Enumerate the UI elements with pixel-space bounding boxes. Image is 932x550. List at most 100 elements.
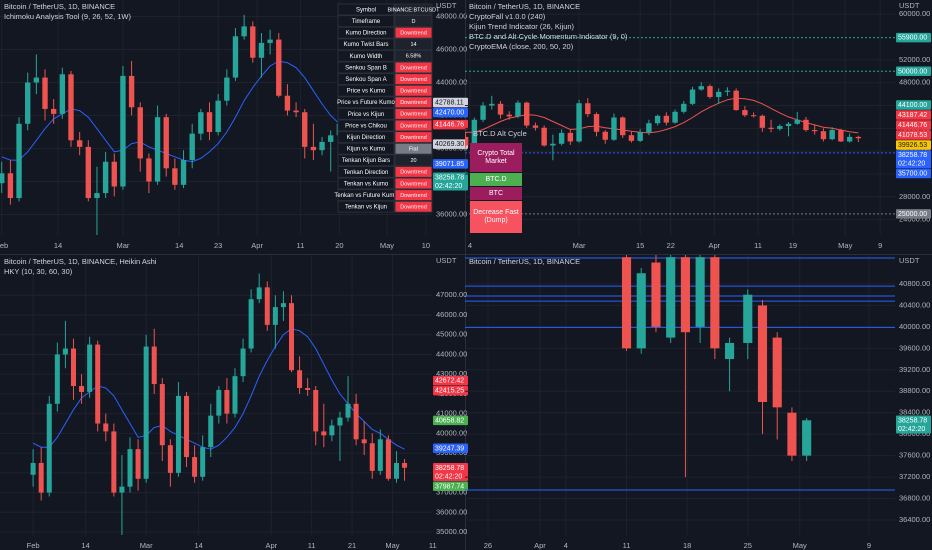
x-tick-label: Apr [265,541,277,550]
y-tick-label: 24000.00 [899,215,930,224]
table-value: Downtrend [400,123,427,129]
candle-body [42,77,48,109]
table-value-cell [394,61,433,74]
table-value-cell [394,142,433,155]
price-tag: 39071.85 [433,159,468,169]
candle-body [523,102,530,126]
table-value-cell [394,96,433,109]
price-tag-bg [433,375,468,386]
candle-body [25,82,31,124]
table-value: Downtrend [400,204,427,210]
candle-body [276,39,282,96]
table-value: 20 [410,158,416,164]
x-tick-label: 11 [754,241,762,250]
countdown: 02:42:20 [435,183,462,190]
table-value-cell [394,73,433,86]
price-tag-bg [896,100,931,110]
countdown: 02:42:20 [898,426,925,433]
table-label-cell [337,107,395,120]
candle-body [305,387,311,390]
table-value-cell [394,15,433,28]
candle-body [62,348,68,355]
price-tag-bg [896,66,931,77]
table-value: 14 [410,42,416,48]
candle-body [30,462,36,475]
candle-body [353,403,359,440]
y-tick-label: 38000.00 [899,429,930,438]
price-tag: 55900.00 [896,32,931,43]
candle-body [838,130,844,142]
y-tick-label: 35000.00 [436,527,467,536]
x-tick-label: Apr [709,241,721,250]
cycle-box-text: BTC.D [485,175,507,183]
price-tag-bg [433,97,468,108]
price-tag-bg [896,130,931,140]
candle-body [337,417,343,426]
table-label-cell [337,26,395,39]
price-tag-label: 41078.53 [898,132,927,139]
price-tag-bg [896,168,931,179]
candle-body [550,143,556,146]
panel-title: CryptoEMA (close, 200, 50, 20) [469,42,574,51]
candle-body [264,287,270,325]
x-tick-label: 18 [683,541,691,550]
candle-body [602,131,608,140]
candle-body [146,158,152,182]
price-tag-bg [433,159,468,169]
table-label: Symbol [356,7,376,13]
y-tick-label: 60000.00 [899,9,930,18]
y-tick-label: 47000.00 [436,290,467,299]
price-tag-label: 41446.76 [435,122,464,129]
candle-body [471,119,478,146]
candle-body [646,123,652,133]
price-tag: 41078.53 [896,130,931,140]
candle-body [180,160,187,185]
candle-body [541,127,547,146]
price-tag-bg [433,443,468,453]
candle-body [159,384,165,446]
candle-body [506,114,512,117]
table-label: Kumo Twist Bars [344,42,389,48]
candle-body [480,105,486,120]
candle-body [208,415,214,448]
table-label: Kumo Direction [345,31,386,37]
y-tick-label: 28000.00 [899,192,930,201]
price-tag: 42415.25 [433,385,468,396]
table-value: D [412,19,416,25]
price-tag-bg [896,209,931,219]
table-label-cell [337,38,395,51]
candle-body [707,86,713,97]
candle-body [198,112,204,134]
price-tag-label: 50000.00 [898,68,927,75]
candle-body [636,273,646,349]
y-tick-label: 45000.00 [436,330,467,339]
x-tick-label: 25 [744,541,752,550]
candle-body [33,77,40,83]
plot-area [465,0,895,235]
candle-body [663,115,670,123]
x-tick-label: Mar [116,241,129,250]
x-tick-label: 4 [468,241,472,250]
price-tag: 40269.30 [433,139,468,149]
price-tag-bg [896,140,931,150]
candle-body [377,439,383,471]
price-tag-bg [433,119,468,130]
candle-body [216,389,222,416]
candle-body [232,36,239,78]
indicator-line [465,97,859,134]
y-tick-label: 38800.00 [899,386,930,395]
table-value: Downtrend [400,65,427,71]
price-tag-label: 38258.78 [435,465,464,472]
candle-body [369,443,375,471]
candle-body [855,136,862,139]
price-tag-label: 42470.00 [435,110,464,117]
table-value: Downtrend [400,181,427,187]
candle-body [151,346,157,385]
price-tag: 43187.42 [896,110,931,120]
price-tag-label: 42672.42 [435,378,464,385]
price-tag: 38258.78 02:42:20 [896,150,931,169]
panel-title: Bitcoin / TetherUS, 1D, BINANCE [469,257,580,266]
x-tick-label: 11 [429,541,437,550]
candle-body [288,303,295,371]
table-label: Kijun Direction [347,135,386,141]
